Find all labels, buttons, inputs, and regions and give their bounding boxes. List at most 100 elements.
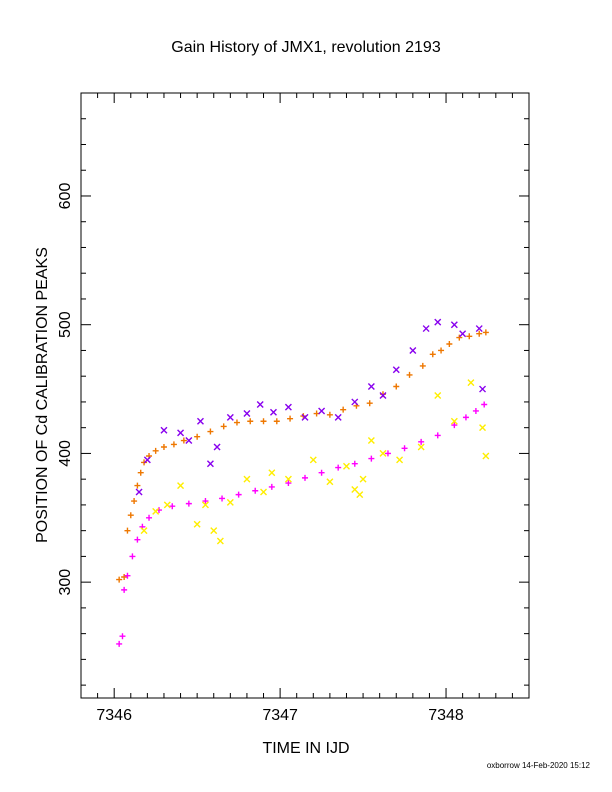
series-3 [140,379,490,545]
data-point [434,318,442,326]
data-point [135,488,143,496]
data-point [219,495,226,502]
data-point [351,485,359,493]
data-point [163,501,171,509]
data-point [309,456,317,464]
data-point [367,382,375,390]
data-point [269,408,277,416]
data-point [273,418,280,425]
data-point [220,423,227,430]
data-point [429,351,436,358]
data-point [340,406,347,413]
y-tick-label: 300 [57,569,74,596]
data-point [256,401,264,409]
data-point [169,503,176,510]
data-points [116,318,490,647]
data-point [467,379,475,387]
data-point [472,407,479,414]
data-point [143,456,151,464]
data-point [481,401,488,408]
data-point [185,437,193,445]
data-point [284,403,292,411]
data-point [140,527,148,535]
data-point [434,392,442,399]
data-point [450,321,458,329]
data-point [475,325,483,333]
data-point [422,325,430,333]
data-point [121,574,128,580]
data-point [116,576,123,583]
data-point [379,449,387,457]
data-point [152,447,159,454]
data-point [285,480,292,487]
y-tick-label: 500 [57,311,74,338]
y-axis-label: POSITION OF Cd CALIBRATION PEAKS [34,247,51,543]
data-point [351,398,359,406]
data-point [180,437,187,444]
data-point [185,500,192,507]
series-0 [116,329,489,583]
data-point [379,392,387,399]
plot-frame [80,92,530,699]
data-point [124,527,131,534]
data-point [367,437,375,445]
y-tick-label: 400 [57,440,74,467]
data-point [396,456,404,464]
data-point [462,414,469,421]
data-point [160,426,168,434]
data-point [482,329,489,336]
data-point [252,487,259,494]
series-1 [135,318,487,496]
plot-signature: oxborrow 14-Feb-2020 15:12 [486,761,590,770]
data-point [193,520,201,528]
data-point [368,455,375,462]
data-point [233,419,240,426]
data-point [160,443,167,450]
data-point [243,410,251,418]
data-point [434,432,441,439]
data-point [479,385,487,393]
data-point [301,413,309,421]
x-tick-label: 7347 [262,707,298,724]
x-tick-label: 7348 [428,707,464,724]
data-point [359,475,367,483]
data-point [260,488,268,496]
data-point [129,553,136,560]
data-point [177,482,185,490]
axis-ticks [80,92,530,698]
data-point [152,507,160,515]
data-point [124,572,131,579]
data-point [438,347,445,354]
data-point [302,474,308,481]
series-2 [116,401,488,647]
data-point [318,407,326,415]
data-point [247,418,254,425]
data-point [417,443,425,451]
data-point [284,475,292,483]
data-point [243,475,251,483]
data-point [170,441,177,448]
data-point [146,514,153,521]
data-point [202,498,209,505]
data-point [226,413,234,421]
data-point [356,491,364,499]
data-point [268,469,276,477]
data-point [194,433,201,440]
data-point [116,640,123,647]
data-point [207,428,214,435]
data-point [406,371,413,378]
data-point [450,417,458,425]
data-point [210,527,218,535]
data-point [201,501,209,509]
data-point [419,362,426,369]
data-point [466,333,473,340]
data-point [134,482,141,489]
chart-title: Gain History of JMX1, revolution 2193 [171,39,441,56]
tick-labels: 7346 7347 7348 300 400 500 600 [57,183,464,724]
x-tick-label: 7346 [96,707,132,724]
data-point [366,400,373,407]
data-point [418,438,425,445]
data-point [456,334,463,341]
data-point [451,422,458,429]
